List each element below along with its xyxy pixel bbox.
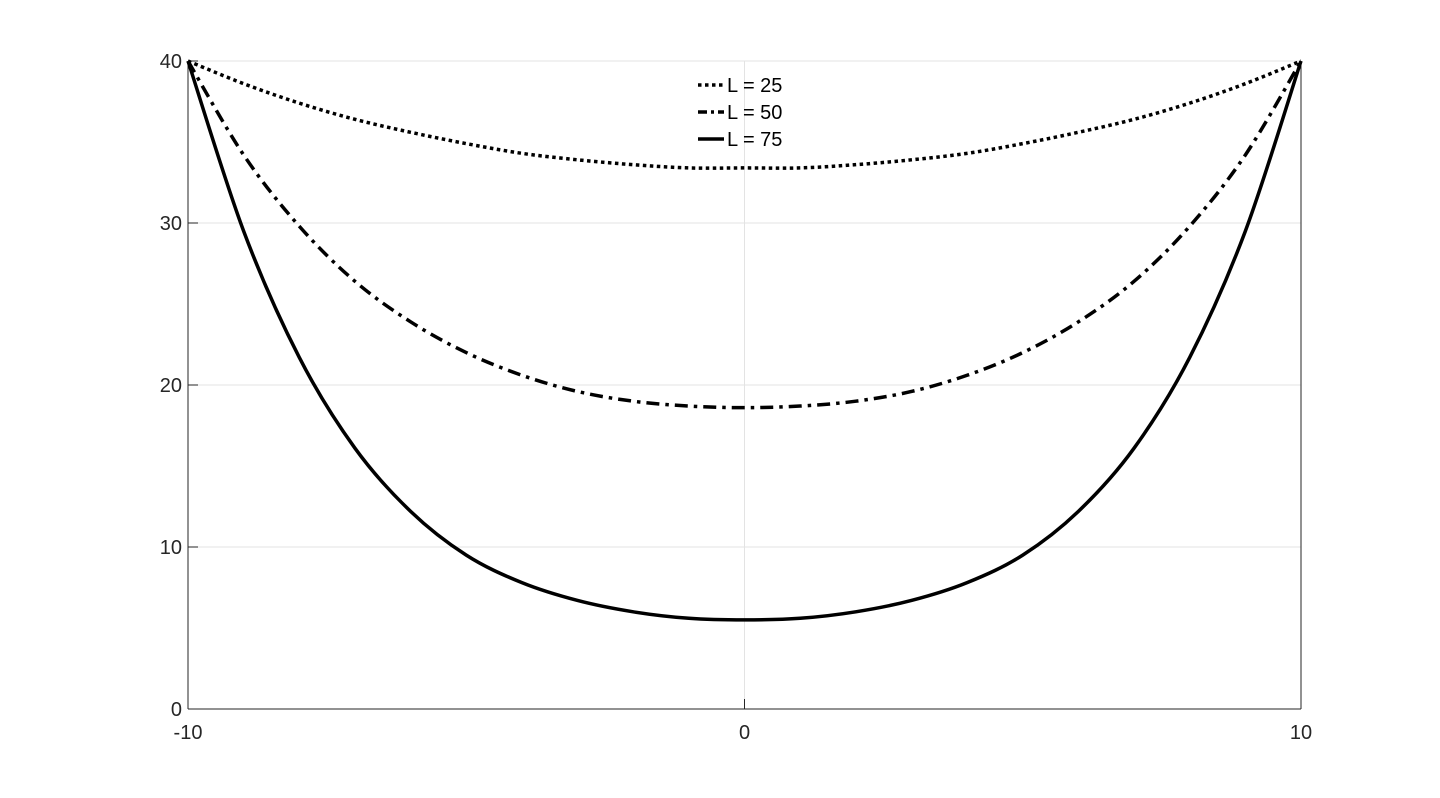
legend-entry-3: L = 75 (698, 129, 782, 151)
y-tick-label-2: 10 (160, 537, 182, 559)
legend: L = 25 L = 50 L = 75 (698, 75, 782, 151)
x-tick-label-2: 0 (739, 722, 750, 744)
legend-label-2: L = 50 (727, 102, 782, 124)
legend-label-1: L = 25 (727, 75, 782, 97)
legend-entry-1: L = 25 (698, 75, 782, 97)
legend-label-3: L = 75 (727, 129, 782, 151)
y-tick-label-1: 0 (171, 699, 182, 721)
series-lines (186, 59, 1303, 622)
y-tick-label-5: 40 (160, 51, 182, 73)
series-line-1 (187, 59, 1302, 170)
y-tick-label-3: 20 (160, 375, 182, 397)
grid (188, 60, 1301, 709)
x-tick-label-3: 10 (1290, 722, 1312, 744)
x-tick-label-1: -10 (174, 722, 203, 744)
legend-entry-2: L = 50 (698, 102, 782, 124)
series-line-2 (186, 60, 1303, 410)
y-tick-label-4: 30 (160, 213, 182, 235)
series-line-3 (186, 60, 1303, 622)
